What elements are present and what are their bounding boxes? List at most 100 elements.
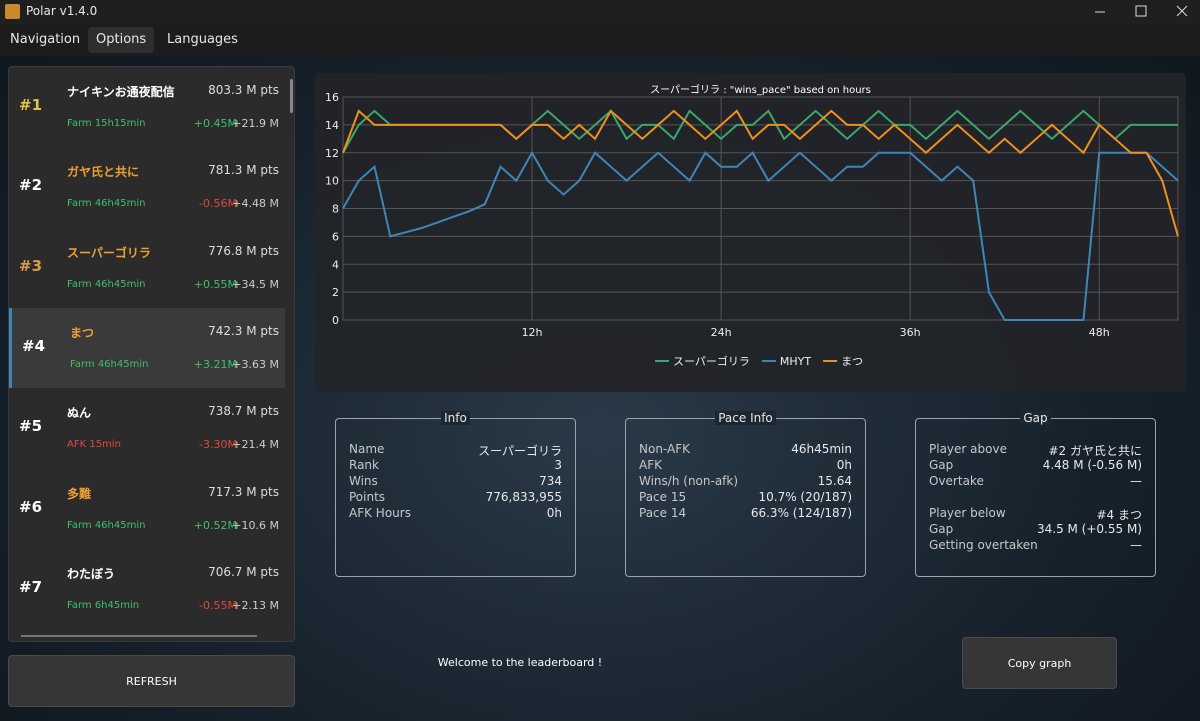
delta: -3.30M — [199, 438, 237, 452]
info-key: Non-AFK — [639, 442, 690, 456]
title-bar: Polar v1.4.0 — [0, 0, 1200, 24]
info-value: 0h — [546, 506, 562, 520]
delta: -0.55M — [199, 598, 237, 612]
info-row: Player above #2 ガヤ氏と共に — [929, 442, 1142, 458]
info-key: Pace 14 — [639, 506, 687, 520]
line-series — [342, 109, 1179, 237]
leaderboard-entry[interactable]: #7 わたぼう 706.7 M pts Farm 6h45min -0.55M +2.13… — [9, 549, 285, 629]
leaderboard-entry[interactable]: #5 ぬん 738.7 M pts AFK 15min -3.30M +21.4 M — [9, 388, 285, 468]
info-key: Wins/h (non-afk) — [639, 474, 739, 488]
y-tick-label: 8 — [332, 203, 339, 216]
welcome-text: Welcome to the leaderboard ! — [437, 656, 603, 669]
panel-title: Info — [336, 411, 575, 425]
window-controls[interactable] — [1080, 0, 1200, 24]
points: 776.8 M pts — [208, 243, 279, 258]
status: Farm 46h45min — [70, 358, 149, 370]
chart-panel: スーパーゴリラ : "wins_pace" based on hours 0 2 4 6… — [315, 73, 1186, 392]
menu-bar: Navigation Options Languages — [0, 24, 1200, 56]
panel-title: Pace Info — [626, 411, 865, 425]
delta: +0.55M — [193, 277, 237, 291]
info-row: Non-AFK 46h45min — [639, 442, 852, 458]
info-value: — — [1130, 538, 1142, 552]
app-icon — [5, 4, 20, 19]
panel-title-text: Gap — [1020, 411, 1051, 425]
gap: +10.6 M — [232, 518, 279, 532]
leaderboard-entry[interactable]: #1 ナイキンお通夜配信 803.3 M pts Farm 15h15min +0.45… — [9, 67, 285, 147]
gap: +2.13 M — [232, 598, 279, 612]
scrollbar[interactable] — [290, 79, 293, 113]
info-row: Gap 34.5 M (+0.55 M) — [929, 522, 1142, 538]
info-key: AFK Hours — [349, 506, 411, 520]
points: 706.7 M pts — [208, 564, 279, 579]
menu-item[interactable]: Options — [88, 27, 155, 53]
points: 717.3 M pts — [208, 484, 279, 499]
info-key: Player below — [929, 506, 1006, 520]
leaderboard-entry[interactable]: #3 スーパーゴリラ 776.8 M pts Farm 46h45min +0.55M +… — [9, 228, 285, 308]
rank: #5 — [19, 417, 43, 436]
refresh-button[interactable]: REFRESH — [8, 655, 295, 707]
info-row: Name スーパーゴリラ — [349, 442, 562, 458]
player-name: まつ — [70, 325, 95, 340]
player-name: ガヤ氏と共に — [67, 165, 140, 180]
info-key: Player above — [929, 442, 1007, 456]
info-value: 46h45min — [791, 442, 852, 456]
menu-item[interactable]: Navigation — [10, 32, 81, 47]
status: Farm 46h45min — [67, 198, 146, 210]
leaderboard-entry[interactable]: #6 多難 717.3 M pts Farm 46h45min +0.52M +10.6 … — [9, 469, 285, 549]
info-row: AFK 0h — [639, 458, 852, 474]
info-row: Wins 734 — [349, 474, 562, 490]
line-series — [342, 150, 1179, 321]
leaderboard: #1 ナイキンお通夜配信 803.3 M pts Farm 15h15min +0.45… — [8, 66, 295, 642]
info-panel: Pace Info Non-AFK 46h45min AFK 0h Wins/h (non… — [625, 411, 866, 577]
leaderboard-entry[interactable]: #4 まつ 742.3 M pts Farm 46h45min +3.21M +3.63 … — [9, 307, 285, 388]
delta: -0.56M — [199, 197, 237, 211]
delta: +3.21M — [193, 357, 237, 371]
points: 742.3 M pts — [208, 323, 279, 338]
info-key: Name — [349, 442, 385, 456]
info-value: 10.7% (20/187) — [758, 490, 852, 504]
h-scrollbar[interactable] — [21, 635, 257, 637]
x-tick-label: 48h — [1089, 326, 1110, 339]
status: Farm 15h15min — [67, 118, 146, 129]
y-tick-label: 4 — [332, 258, 339, 271]
info-value: #4 まつ — [1096, 508, 1142, 522]
chart-title: スーパーゴリラ : "wins_pace" based on hours — [650, 83, 871, 96]
info-value: 734 — [539, 474, 562, 488]
panel-title: Gap — [916, 411, 1155, 425]
y-tick-label: 0 — [332, 314, 339, 327]
player-name: ナイキンお通夜配信 — [67, 85, 175, 99]
info-key: AFK — [639, 458, 662, 472]
rank: #3 — [19, 256, 43, 275]
info-row: Pace 14 66.3% (124/187) — [639, 506, 852, 522]
gap: +3.63 M — [232, 357, 279, 371]
info-key: Overtake — [929, 474, 984, 488]
info-value: スーパーゴリラ — [478, 444, 562, 458]
info-value: 34.5 M (+0.55 M) — [1036, 522, 1142, 536]
status: Farm 46h45min — [67, 278, 146, 290]
info-key: Gap — [929, 522, 954, 536]
y-tick-label: 12 — [325, 147, 339, 160]
status: Farm 6h45min — [67, 599, 140, 611]
y-tick-label: 10 — [325, 175, 339, 188]
leaderboard-entry[interactable]: #2 ガヤ氏と共に 781.3 M pts Farm 46h45min -0.56M +4… — [9, 147, 285, 227]
rank: #7 — [19, 577, 43, 596]
info-panel: Gap Player above #2 ガヤ氏と共に Gap 4.48 M (-0.56… — [915, 411, 1156, 577]
info-value: 66.3% (124/187) — [750, 506, 852, 520]
delta: +0.52M — [193, 518, 237, 532]
panel-title-text: Pace Info — [715, 411, 776, 425]
gap: +21.9 M — [232, 117, 279, 130]
info-value: 4.48 M (-0.56 M) — [1042, 458, 1142, 472]
info-row: AFK Hours 0h — [349, 506, 562, 522]
rank: #6 — [19, 497, 43, 516]
menu-item[interactable]: Languages — [167, 32, 238, 47]
rank: #4 — [22, 336, 46, 355]
info-row: Player below #4 まつ — [929, 506, 1142, 522]
y-tick-label: 14 — [325, 119, 339, 132]
rank: #1 — [19, 96, 43, 114]
info-value: 776,833,955 — [485, 490, 562, 504]
copy-graph-button[interactable]: Copy graph — [962, 637, 1117, 689]
info-value: 3 — [554, 458, 562, 472]
legend-label: スーパーゴリラ — [673, 354, 750, 368]
info-panel: Info Name スーパーゴリラ Rank 3 Wins 734 Points 776,833… — [335, 411, 576, 577]
gap: +34.5 M — [232, 277, 279, 291]
